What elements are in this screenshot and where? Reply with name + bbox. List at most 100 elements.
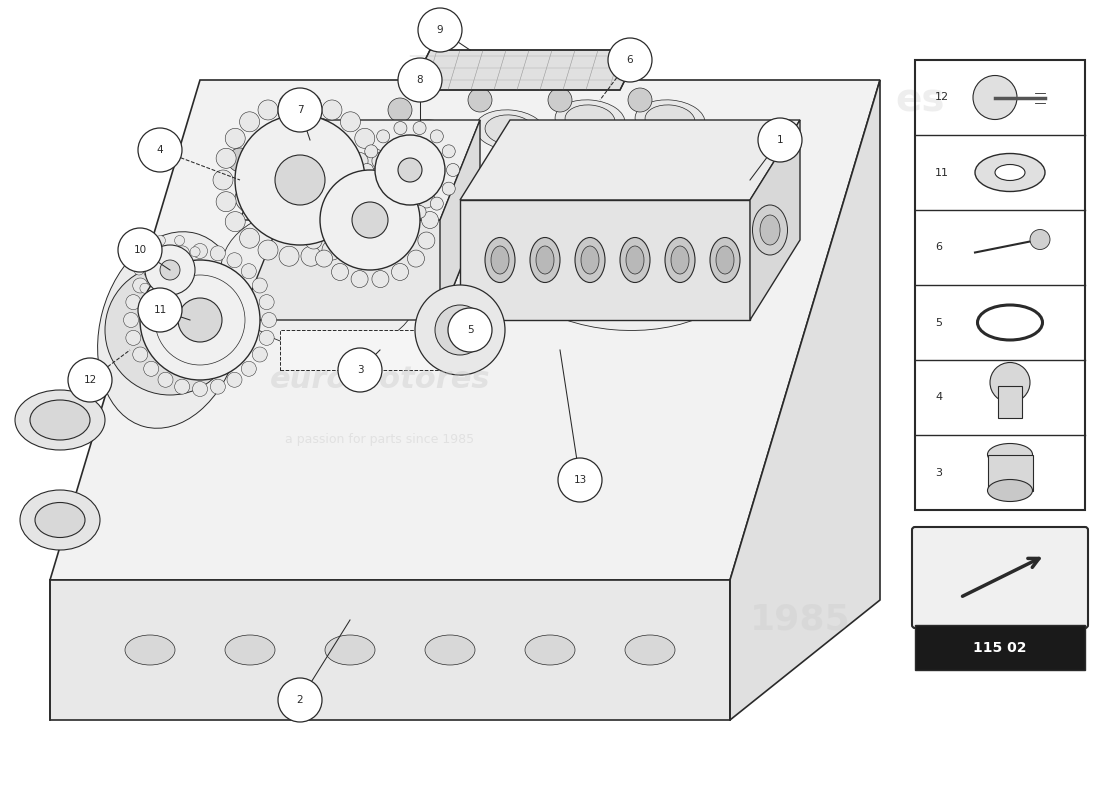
Circle shape xyxy=(196,265,206,275)
Circle shape xyxy=(155,294,165,305)
Polygon shape xyxy=(240,120,480,220)
Circle shape xyxy=(372,270,389,287)
Circle shape xyxy=(144,264,158,278)
Circle shape xyxy=(258,240,278,260)
Circle shape xyxy=(175,235,185,246)
Circle shape xyxy=(434,305,485,355)
Circle shape xyxy=(558,458,602,502)
Circle shape xyxy=(190,246,200,257)
Ellipse shape xyxy=(666,238,695,282)
Ellipse shape xyxy=(988,479,1033,502)
Ellipse shape xyxy=(491,246,509,274)
Circle shape xyxy=(447,163,460,177)
Text: 10: 10 xyxy=(133,245,146,255)
Circle shape xyxy=(320,170,420,270)
Polygon shape xyxy=(440,120,480,320)
Circle shape xyxy=(260,330,274,346)
Circle shape xyxy=(104,265,235,395)
Circle shape xyxy=(365,145,377,158)
Ellipse shape xyxy=(626,246,644,274)
Circle shape xyxy=(392,263,408,281)
Circle shape xyxy=(442,145,455,158)
Circle shape xyxy=(414,122,426,134)
Circle shape xyxy=(355,128,375,148)
Circle shape xyxy=(548,88,572,112)
Text: 6: 6 xyxy=(627,55,634,65)
Text: 11: 11 xyxy=(935,167,949,178)
Circle shape xyxy=(365,182,377,195)
Circle shape xyxy=(430,130,443,143)
Polygon shape xyxy=(50,580,730,720)
Circle shape xyxy=(144,362,158,376)
Circle shape xyxy=(340,112,361,132)
Circle shape xyxy=(240,112,260,132)
Circle shape xyxy=(226,212,245,232)
Circle shape xyxy=(278,88,322,132)
Ellipse shape xyxy=(996,165,1025,181)
Ellipse shape xyxy=(515,225,565,255)
Text: 115 02: 115 02 xyxy=(974,641,1026,654)
Circle shape xyxy=(210,379,225,394)
Ellipse shape xyxy=(988,443,1033,466)
Ellipse shape xyxy=(30,400,90,440)
Circle shape xyxy=(301,94,321,114)
Ellipse shape xyxy=(645,105,695,135)
Ellipse shape xyxy=(625,635,675,665)
Circle shape xyxy=(468,88,492,112)
Polygon shape xyxy=(750,120,800,320)
Circle shape xyxy=(1030,230,1050,250)
Ellipse shape xyxy=(485,238,515,282)
Circle shape xyxy=(392,159,408,177)
Circle shape xyxy=(140,283,150,294)
Circle shape xyxy=(133,347,147,362)
Circle shape xyxy=(279,246,299,266)
Circle shape xyxy=(608,38,652,82)
Text: 8: 8 xyxy=(417,75,424,85)
Circle shape xyxy=(375,135,446,205)
Polygon shape xyxy=(240,220,480,320)
Circle shape xyxy=(216,148,236,168)
Circle shape xyxy=(175,379,189,394)
Circle shape xyxy=(118,228,162,272)
Text: 12: 12 xyxy=(935,93,949,102)
Circle shape xyxy=(990,362,1030,402)
Circle shape xyxy=(351,270,369,287)
Circle shape xyxy=(398,158,422,182)
Circle shape xyxy=(340,228,361,248)
Ellipse shape xyxy=(671,246,689,274)
Circle shape xyxy=(252,278,267,293)
Text: 3: 3 xyxy=(935,467,942,478)
Circle shape xyxy=(252,347,267,362)
FancyBboxPatch shape xyxy=(915,625,1085,670)
Circle shape xyxy=(316,173,332,190)
Circle shape xyxy=(448,308,492,352)
FancyBboxPatch shape xyxy=(998,386,1022,418)
Circle shape xyxy=(394,122,407,134)
Circle shape xyxy=(351,153,369,170)
Circle shape xyxy=(192,382,208,397)
Ellipse shape xyxy=(975,154,1045,191)
Circle shape xyxy=(125,294,141,310)
Ellipse shape xyxy=(556,100,625,140)
Circle shape xyxy=(398,58,442,102)
Text: 5: 5 xyxy=(935,318,942,327)
Circle shape xyxy=(140,260,260,380)
Circle shape xyxy=(301,211,319,229)
Circle shape xyxy=(241,362,256,376)
Text: 6: 6 xyxy=(935,242,942,253)
Text: 4: 4 xyxy=(935,393,942,402)
Circle shape xyxy=(262,313,276,327)
Ellipse shape xyxy=(760,215,780,245)
Circle shape xyxy=(133,278,147,293)
Ellipse shape xyxy=(485,115,535,145)
Circle shape xyxy=(158,253,173,268)
Circle shape xyxy=(68,358,112,402)
Circle shape xyxy=(301,246,321,266)
Ellipse shape xyxy=(635,100,705,140)
Circle shape xyxy=(355,212,375,232)
Circle shape xyxy=(418,232,434,249)
Circle shape xyxy=(364,192,384,212)
Circle shape xyxy=(227,253,242,268)
Circle shape xyxy=(305,191,322,208)
Circle shape xyxy=(241,264,256,278)
